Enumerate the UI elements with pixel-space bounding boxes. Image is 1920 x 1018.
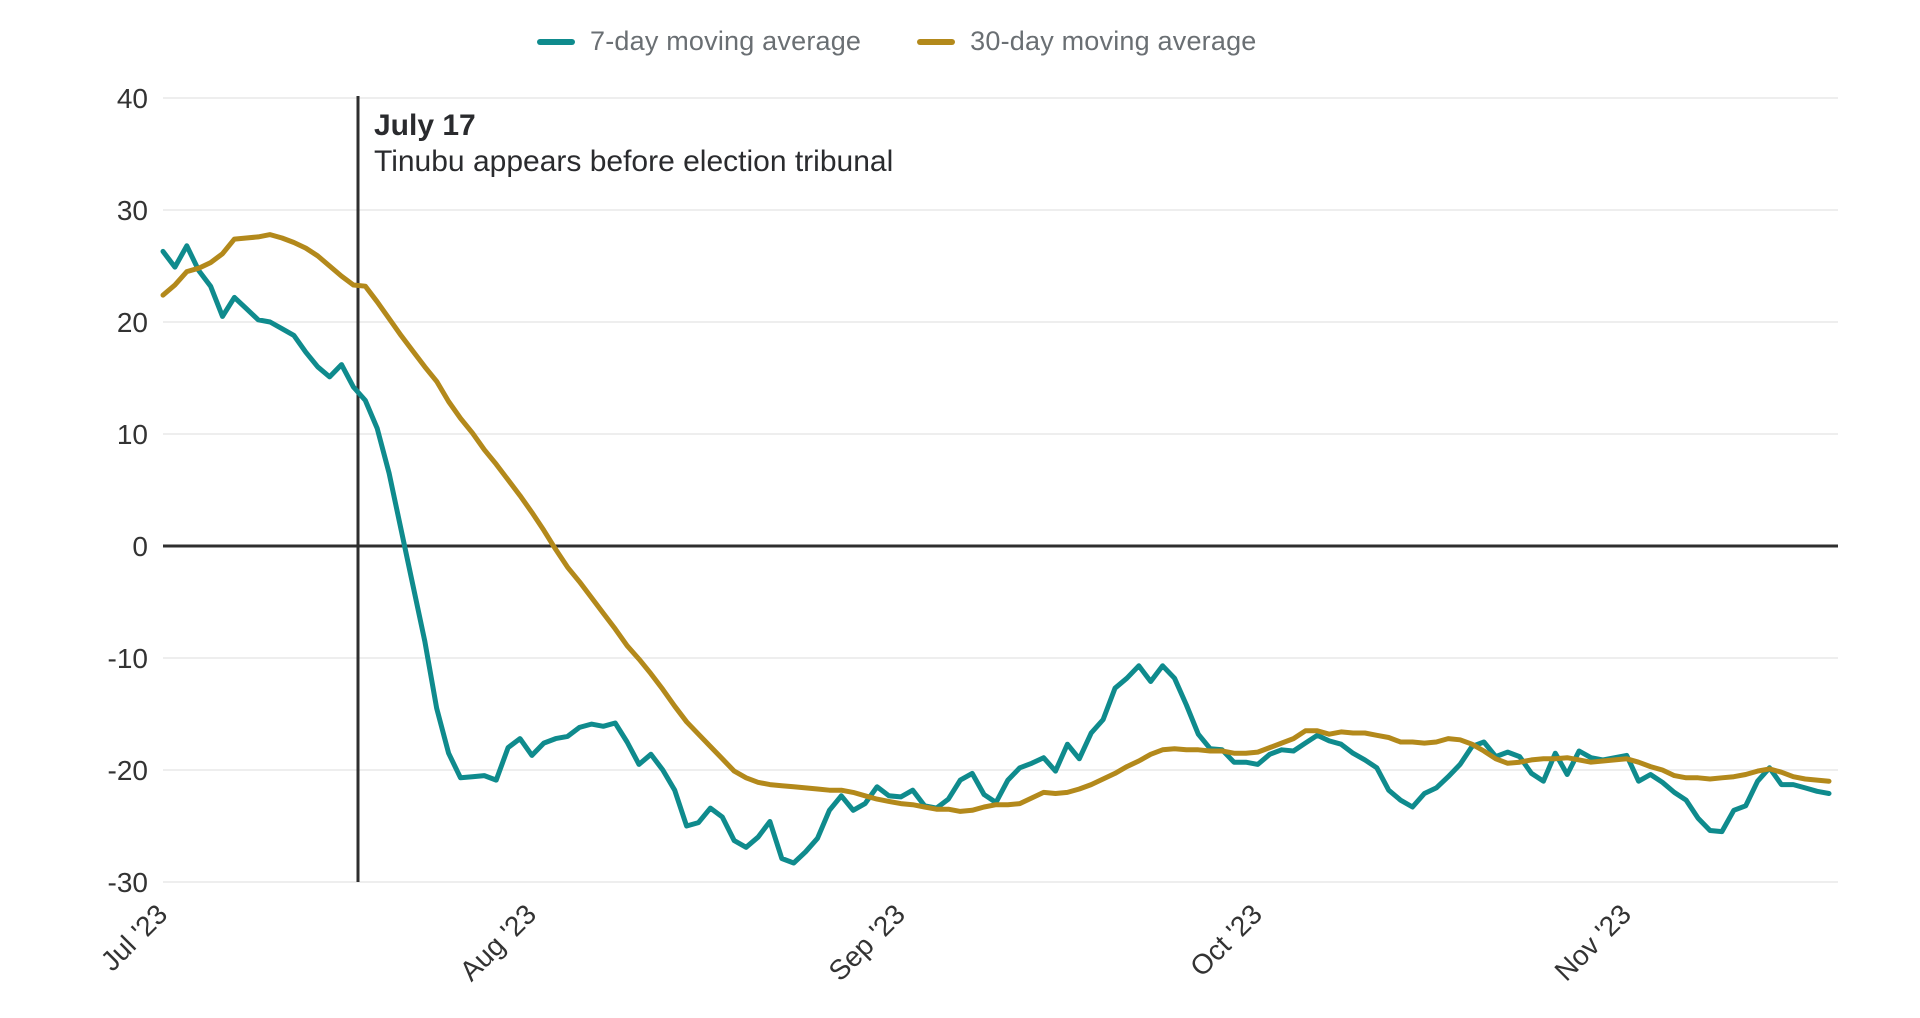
y-tick-label: -30: [108, 867, 148, 898]
x-tick-label: Jul '23: [95, 898, 174, 977]
x-tick-label: Aug '23: [454, 898, 542, 986]
y-tick-label: 20: [117, 307, 148, 338]
legend-item-7day: 7-day moving average: [537, 26, 861, 57]
y-tick-label: 0: [132, 531, 148, 562]
legend-swatch-7day-icon: [537, 38, 575, 45]
y-tick-label: 30: [117, 195, 148, 226]
x-tick-label: Oct '23: [1184, 898, 1268, 982]
chart-legend: 7-day moving average 30-day moving avera…: [537, 26, 1257, 57]
y-tick-label: 10: [117, 419, 148, 450]
legend-label-7day: 7-day moving average: [590, 26, 862, 56]
legend-swatch-30day-icon: [917, 38, 956, 45]
annotation-date: July 17: [374, 109, 476, 142]
x-tick-label: Sep '23: [823, 898, 911, 986]
legend-item-30day: 30-day moving average: [917, 26, 1256, 57]
line-30day-moving-average: [160, 232, 1832, 814]
y-tick-label: -10: [108, 643, 148, 674]
x-tick-label: Nov '23: [1549, 898, 1637, 986]
annotation-text: Tinubu appears before election tribunal: [374, 145, 894, 178]
y-tick-label: 40: [117, 83, 148, 114]
y-tick-label: -20: [108, 755, 148, 786]
event-annotation: July 17 Tinubu appears before election t…: [374, 108, 893, 180]
legend-label-30day: 30-day moving average: [970, 26, 1257, 56]
